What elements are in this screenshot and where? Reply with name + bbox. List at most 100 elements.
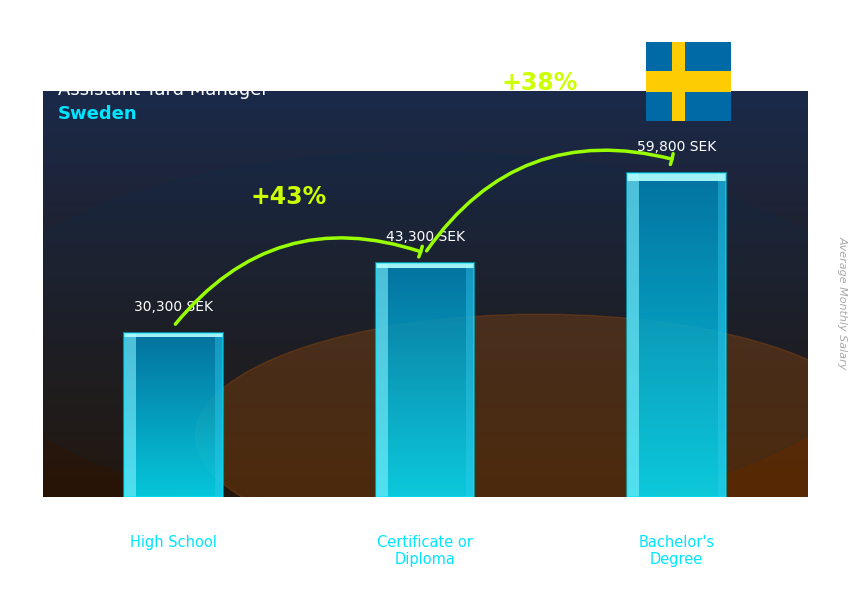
Bar: [627, 429, 726, 432]
Bar: [124, 487, 223, 488]
Bar: [376, 382, 474, 384]
Bar: [124, 495, 223, 497]
Bar: [376, 443, 474, 445]
Bar: [376, 494, 474, 497]
Bar: [627, 273, 726, 277]
Bar: [124, 333, 223, 335]
Bar: [376, 276, 474, 279]
Bar: [627, 222, 726, 225]
Bar: [124, 384, 223, 385]
Bar: [124, 369, 223, 371]
Bar: [627, 173, 726, 181]
Text: 30,300 SEK: 30,300 SEK: [134, 300, 213, 314]
Bar: [376, 389, 474, 391]
Bar: [627, 183, 726, 186]
Bar: [124, 344, 223, 346]
Bar: [124, 339, 223, 341]
Text: Salary Comparison By Education: Salary Comparison By Education: [58, 50, 566, 78]
Bar: [627, 299, 726, 302]
Bar: [627, 471, 726, 474]
Bar: [627, 173, 726, 176]
Bar: [627, 283, 726, 287]
Bar: [627, 494, 726, 497]
Bar: [124, 425, 223, 427]
Bar: [627, 173, 726, 497]
Text: +43%: +43%: [250, 185, 326, 209]
Bar: [376, 286, 474, 288]
Bar: [376, 427, 474, 429]
Bar: [376, 434, 474, 436]
Bar: [124, 428, 223, 430]
Bar: [376, 364, 474, 365]
Bar: [124, 484, 223, 485]
Bar: [627, 403, 726, 406]
Bar: [124, 492, 223, 494]
Bar: [627, 205, 726, 209]
Bar: [627, 432, 726, 435]
Bar: [376, 481, 474, 483]
Bar: [627, 302, 726, 306]
Bar: [376, 324, 474, 326]
Bar: [124, 462, 223, 464]
Bar: [627, 455, 726, 458]
Bar: [376, 391, 474, 394]
Bar: [627, 241, 726, 244]
Bar: [376, 270, 474, 272]
Bar: [376, 284, 474, 286]
Bar: [124, 410, 223, 411]
Bar: [627, 296, 726, 299]
Bar: [376, 305, 474, 307]
Text: High School: High School: [130, 535, 217, 550]
Bar: [376, 488, 474, 490]
Bar: [627, 179, 726, 183]
Bar: [124, 464, 223, 466]
Bar: [124, 387, 223, 388]
Bar: [376, 319, 474, 321]
Bar: [627, 189, 726, 193]
Bar: [124, 427, 223, 428]
Bar: [376, 293, 474, 295]
Bar: [124, 451, 223, 453]
Bar: [124, 388, 223, 390]
Bar: [376, 436, 474, 438]
Bar: [376, 471, 474, 473]
Bar: [376, 403, 474, 405]
Bar: [376, 492, 474, 494]
Bar: [627, 393, 726, 396]
Text: +38%: +38%: [502, 70, 578, 95]
Bar: [124, 359, 223, 361]
Bar: [627, 277, 726, 280]
Bar: [376, 262, 388, 497]
Bar: [124, 453, 223, 454]
Bar: [627, 248, 726, 251]
Bar: [124, 367, 223, 369]
Bar: [376, 422, 474, 424]
Bar: [627, 416, 726, 419]
Bar: [215, 333, 223, 497]
Bar: [124, 377, 223, 379]
Bar: [627, 235, 726, 238]
Bar: [124, 423, 223, 425]
Bar: [376, 396, 474, 399]
Bar: [376, 441, 474, 443]
Bar: [376, 326, 474, 328]
Bar: [376, 330, 474, 333]
Bar: [124, 372, 223, 374]
Bar: [124, 336, 223, 338]
Bar: [124, 408, 223, 410]
Bar: [376, 453, 474, 454]
Bar: [627, 445, 726, 448]
Bar: [376, 415, 474, 417]
Bar: [627, 490, 726, 494]
Text: Certificate or
Diploma: Certificate or Diploma: [377, 535, 473, 567]
Bar: [376, 359, 474, 361]
Bar: [124, 397, 223, 399]
Bar: [124, 405, 223, 407]
Bar: [124, 395, 223, 397]
Bar: [124, 333, 136, 497]
Bar: [124, 482, 223, 484]
Bar: [376, 275, 474, 276]
Bar: [124, 362, 223, 364]
Bar: [627, 425, 726, 429]
Text: Bachelor's
Degree: Bachelor's Degree: [638, 535, 714, 567]
